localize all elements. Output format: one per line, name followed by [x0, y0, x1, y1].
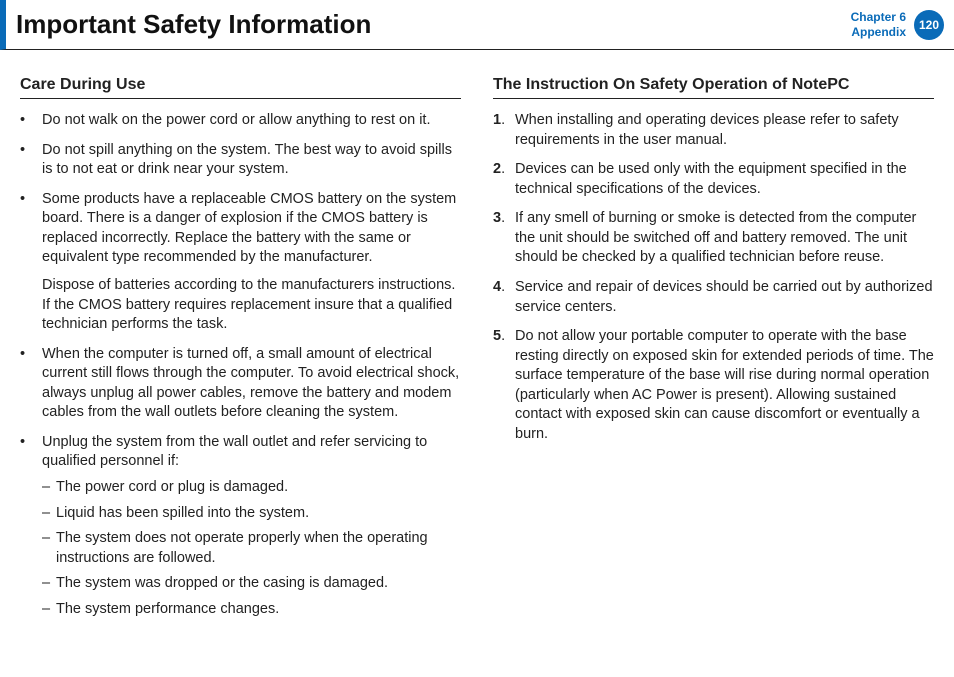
list-item: •When the computer is turned off, a smal… [20, 345, 461, 423]
sub-list-item: –The power cord or plug is damaged. [42, 478, 461, 498]
bullet-icon: • [20, 433, 42, 626]
content-area: Care During Use •Do not walk on the powe… [0, 50, 954, 645]
list-item: 5.Do not allow your portable computer to… [493, 327, 934, 444]
number-marker: 2. [493, 160, 515, 199]
list-item: 3.If any smell of burning or smoke is de… [493, 209, 934, 268]
right-column: The Instruction On Safety Operation of N… [493, 76, 934, 635]
page-number: 120 [919, 18, 939, 32]
page-number-badge: 120 [914, 10, 944, 40]
bullet-icon: • [20, 190, 42, 335]
sub-list-item: –Liquid has been spilled into the system… [42, 504, 461, 524]
header-right: Chapter 6 Appendix 120 [851, 10, 944, 40]
list-item-text: If any smell of burning or smoke is dete… [515, 209, 934, 268]
sub-list-text: Liquid has been spilled into the system. [56, 504, 461, 524]
sub-list-text: The system was dropped or the casing is … [56, 574, 461, 594]
list-item-text: Service and repair of devices should be … [515, 278, 934, 317]
list-item-text: Do not allow your portable computer to o… [515, 327, 934, 444]
bullet-icon: • [20, 345, 42, 423]
right-heading: The Instruction On Safety Operation of N… [493, 76, 934, 99]
number-marker: 5. [493, 327, 515, 444]
left-column: Care During Use •Do not walk on the powe… [20, 76, 461, 635]
number-marker: 3. [493, 209, 515, 268]
list-item: •Unplug the system from the wall outlet … [20, 433, 461, 626]
list-item-text: Unplug the system from the wall outlet a… [42, 433, 461, 626]
dash-icon: – [42, 478, 56, 498]
sub-list: –The power cord or plug is damaged.–Liqu… [42, 478, 461, 619]
bullet-icon: • [20, 111, 42, 131]
sub-list-item: –The system does not operate properly wh… [42, 529, 461, 568]
sub-list-text: The power cord or plug is damaged. [56, 478, 461, 498]
dash-icon: – [42, 574, 56, 594]
instruction-list: 1.When installing and operating devices … [493, 111, 934, 444]
list-item: 1.When installing and operating devices … [493, 111, 934, 150]
sub-list-text: The system does not operate properly whe… [56, 529, 461, 568]
list-item: •Do not walk on the power cord or allow … [20, 111, 461, 131]
sub-list-text: The system performance changes. [56, 600, 461, 620]
list-item: 2.Devices can be used only with the equi… [493, 160, 934, 199]
care-list: •Do not walk on the power cord or allow … [20, 111, 461, 625]
dash-icon: – [42, 529, 56, 568]
page-title: Important Safety Information [16, 9, 371, 40]
list-item-text: When installing and operating devices pl… [515, 111, 934, 150]
list-item-text: Do not walk on the power cord or allow a… [42, 111, 461, 131]
list-item: •Some products have a replaceable CMOS b… [20, 190, 461, 335]
list-item: 4.Service and repair of devices should b… [493, 278, 934, 317]
chapter-label: Chapter 6 Appendix [851, 10, 906, 39]
left-heading: Care During Use [20, 76, 461, 99]
sub-list-item: –The system performance changes. [42, 600, 461, 620]
chapter-line2: Appendix [851, 25, 906, 39]
list-item-text: Some products have a replaceable CMOS ba… [42, 190, 461, 335]
list-item-extra: Dispose of batteries according to the ma… [42, 276, 461, 335]
list-item-text: Do not spill anything on the system. The… [42, 141, 461, 180]
number-marker: 4. [493, 278, 515, 317]
list-item: •Do not spill anything on the system. Th… [20, 141, 461, 180]
page-header: Important Safety Information Chapter 6 A… [0, 0, 954, 50]
sub-list-item: –The system was dropped or the casing is… [42, 574, 461, 594]
list-item-text: Devices can be used only with the equipm… [515, 160, 934, 199]
bullet-icon: • [20, 141, 42, 180]
number-marker: 1. [493, 111, 515, 150]
dash-icon: – [42, 504, 56, 524]
dash-icon: – [42, 600, 56, 620]
list-item-text: When the computer is turned off, a small… [42, 345, 461, 423]
chapter-line1: Chapter 6 [851, 10, 906, 24]
